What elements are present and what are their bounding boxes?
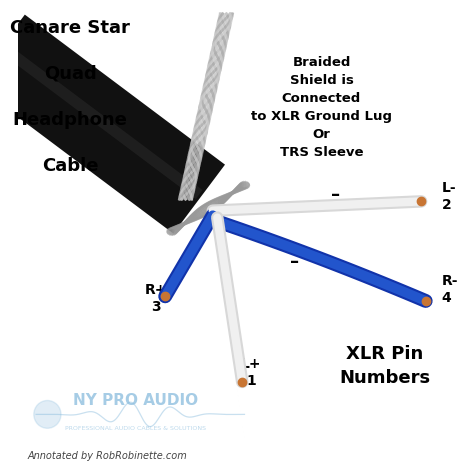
Text: L-
2: L- 2 bbox=[441, 181, 456, 213]
Text: Annotated by RobRobinette.com: Annotated by RobRobinette.com bbox=[27, 450, 187, 461]
Circle shape bbox=[34, 400, 61, 428]
Text: R-
4: R- 4 bbox=[441, 274, 458, 305]
Text: NY PRO AUDIO: NY PRO AUDIO bbox=[73, 393, 198, 408]
Text: Canare Star: Canare Star bbox=[10, 19, 130, 37]
Text: XLR Pin
Numbers: XLR Pin Numbers bbox=[340, 345, 430, 387]
Text: PROFESSIONAL AUDIO CABLES & SOLUTIONS: PROFESSIONAL AUDIO CABLES & SOLUTIONS bbox=[65, 426, 206, 431]
Text: Cable: Cable bbox=[42, 157, 98, 175]
Text: Braided
Shield is
Connected
to XLR Ground Lug
Or
TRS Sleeve: Braided Shield is Connected to XLR Groun… bbox=[251, 56, 392, 158]
Text: Quad: Quad bbox=[44, 65, 97, 83]
Text: Headphone: Headphone bbox=[13, 111, 128, 129]
Text: L+
1: L+ 1 bbox=[241, 357, 261, 388]
Text: –: – bbox=[331, 187, 340, 204]
Text: R+
3: R+ 3 bbox=[145, 283, 167, 314]
Text: –: – bbox=[290, 253, 299, 270]
